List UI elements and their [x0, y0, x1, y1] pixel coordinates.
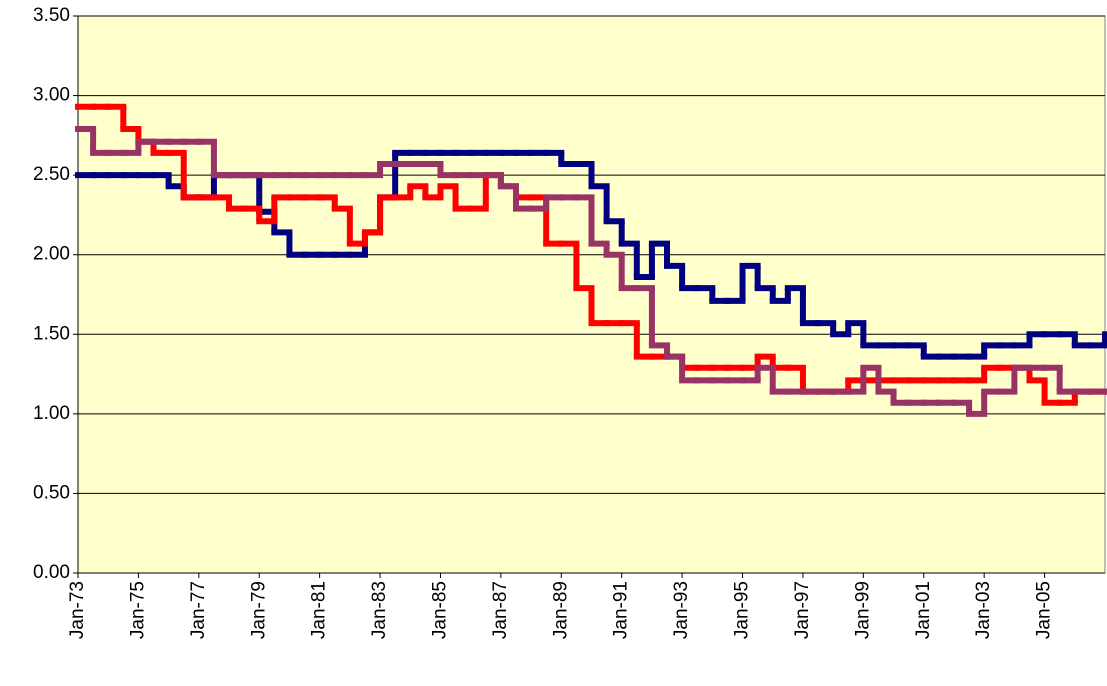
y-tick-label: 0.00 — [33, 562, 70, 583]
y-tick-label: 1.00 — [33, 403, 70, 424]
x-tick-label: Jan-95 — [732, 581, 753, 639]
x-tick-label: Jan-89 — [550, 581, 571, 639]
x-tick-label: Jan-97 — [792, 581, 813, 639]
x-tick-label: Jan-03 — [973, 581, 994, 639]
x-tick-label: Jan-93 — [671, 581, 692, 639]
y-tick-label: 0.50 — [33, 482, 70, 503]
y-tick-label: 2.00 — [33, 244, 70, 265]
y-tick-label: 1.50 — [33, 323, 70, 344]
y-tick-label: 3.00 — [33, 85, 70, 106]
x-tick-label: Jan-05 — [1034, 581, 1055, 639]
x-tick-label: Jan-79 — [248, 581, 269, 639]
x-tick-label: Jan-75 — [127, 581, 148, 639]
x-tick-label: Jan-73 — [67, 581, 88, 639]
x-tick-label: Jan-83 — [369, 581, 390, 639]
x-tick-label: Jan-77 — [188, 581, 209, 639]
y-tick-label: 3.50 — [33, 5, 70, 26]
x-tick-label: Jan-85 — [429, 581, 450, 639]
y-tick-label: 2.50 — [33, 164, 70, 185]
x-tick-label: Jan-87 — [490, 581, 511, 639]
x-tick-label: Jan-01 — [913, 581, 934, 639]
x-tick-label: Jan-99 — [852, 581, 873, 639]
x-tick-label: Jan-91 — [611, 581, 632, 639]
x-tick-label: Jan-81 — [309, 581, 330, 639]
